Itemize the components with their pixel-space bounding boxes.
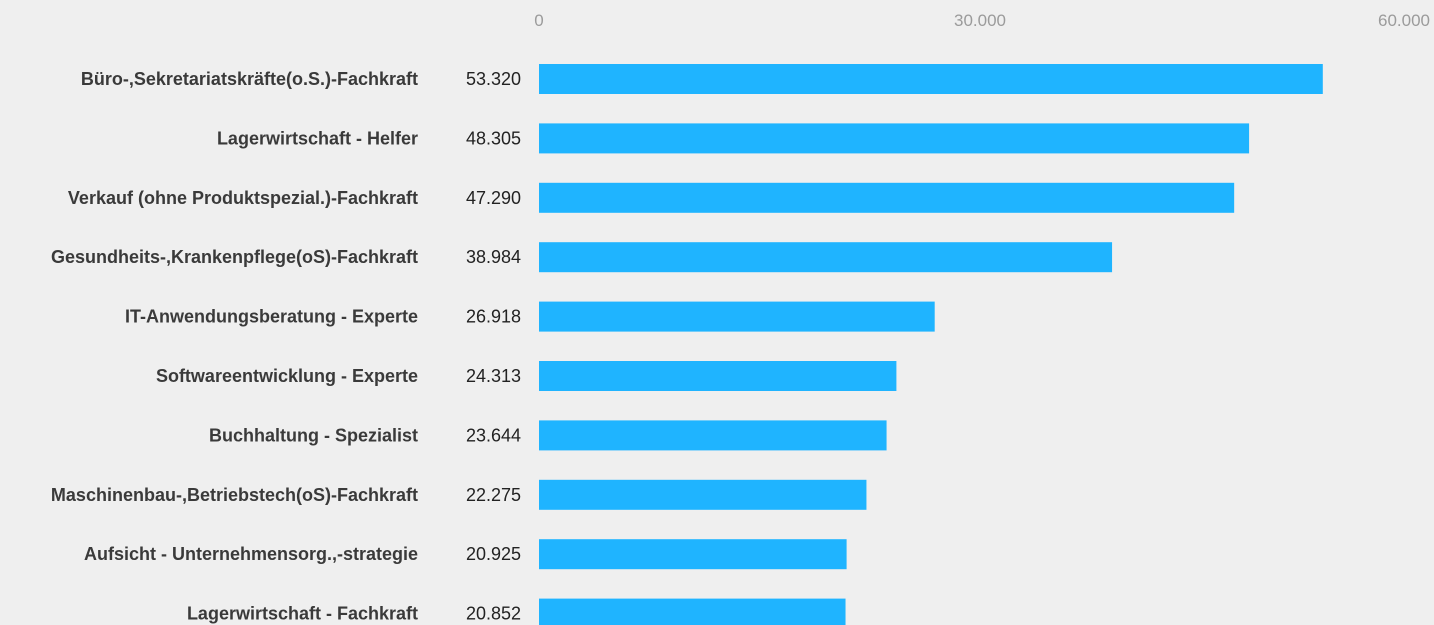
x-tick-label: 30.000 [954,11,1006,30]
bar [539,64,1323,94]
category-label: IT-Anwendungsberatung - Experte [125,307,418,327]
value-label: 23.644 [466,425,521,445]
value-label: 24.313 [466,366,521,386]
bar-row: IT-Anwendungsberatung - Experte 26.918 [125,301,935,332]
bar-row: Verkauf (ohne Produktspezial.)-Fachkraft… [68,182,1235,213]
category-label: Gesundheits-,Krankenpflege(oS)-Fachkraft [51,247,418,267]
category-label: Buchhaltung - Spezialist [209,425,418,445]
value-label: 47.290 [466,188,521,208]
bar [539,479,867,510]
bar-row: Lagerwirtschaft - Helfer 48.305 [217,123,1250,154]
chart-rows: Büro-,Sekretariatskräfte(o.S.)-Fachkraft… [51,64,1323,625]
value-label: 22.275 [466,485,521,505]
bar [539,242,1113,273]
bar [539,539,847,570]
bar [539,361,897,391]
bar [539,123,1250,154]
bar-row: Maschinenbau-,Betriebstech(oS)-Fachkraft… [51,479,867,510]
x-tick-label: 60.000 [1378,11,1430,30]
value-label: 20.925 [466,544,521,564]
value-label: 53.320 [466,69,521,89]
bar [539,182,1235,213]
value-label: 38.984 [466,247,521,267]
category-label: Lagerwirtschaft - Helfer [217,128,418,148]
x-tick-label: 0 [534,11,543,30]
bar [539,301,935,332]
value-label: 26.918 [466,307,521,327]
bar-row: Aufsicht - Unternehmensorg.,-strategie 20… [84,539,847,570]
bar [539,420,887,451]
category-label: Lagerwirtschaft - Fachkraft [187,604,418,624]
category-label: Softwareentwicklung - Experte [156,366,418,386]
category-label: Maschinenbau-,Betriebstech(oS)-Fachkraft [51,485,418,505]
value-label: 20.852 [466,604,521,624]
category-label: Verkauf (ohne Produktspezial.)-Fachkraft [68,188,418,208]
category-label: Aufsicht - Unternehmensorg.,-strategie [84,544,418,564]
bar-row: Buchhaltung - Spezialist 23.644 [209,420,887,451]
bar-row: Gesundheits-,Krankenpflege(oS)-Fachkraft… [51,242,1113,273]
x-axis-ticks: 0 30.000 60.000 [534,11,1430,30]
bar-row: Büro-,Sekretariatskräfte(o.S.)-Fachkraft… [81,64,1323,94]
bar-row: Softwareentwicklung - Experte 24.313 [156,361,897,391]
bar [539,598,846,625]
category-label: Büro-,Sekretariatskräfte(o.S.)-Fachkraft [81,69,418,89]
bar-row: Lagerwirtschaft - Fachkraft 20.852 [187,598,846,625]
value-label: 48.305 [466,128,521,148]
